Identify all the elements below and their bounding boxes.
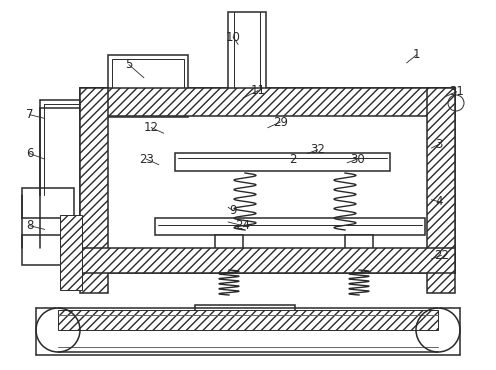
Text: 7: 7: [26, 108, 34, 121]
Text: 31: 31: [449, 85, 464, 98]
Text: 4: 4: [435, 195, 443, 208]
Bar: [155, 218, 425, 235]
Bar: [108, 55, 188, 117]
Bar: [80, 88, 108, 293]
Bar: [228, 12, 266, 90]
Text: 23: 23: [139, 152, 154, 166]
Bar: [80, 88, 455, 116]
Bar: [345, 235, 373, 270]
Text: 22: 22: [434, 249, 449, 262]
Bar: [80, 88, 455, 273]
Text: 2: 2: [289, 152, 297, 166]
Text: 11: 11: [250, 84, 265, 97]
Bar: [80, 248, 455, 273]
Bar: [22, 235, 74, 265]
Text: 29: 29: [273, 115, 288, 129]
Text: 30: 30: [350, 152, 365, 166]
Text: 3: 3: [435, 138, 442, 151]
Text: 9: 9: [229, 204, 237, 218]
Text: 1: 1: [413, 48, 421, 61]
Text: 8: 8: [26, 219, 33, 232]
Text: 10: 10: [226, 30, 241, 44]
Text: 12: 12: [144, 121, 159, 134]
Text: 24: 24: [236, 219, 250, 232]
Bar: [175, 153, 390, 171]
Bar: [60, 215, 82, 290]
Text: 6: 6: [26, 147, 34, 160]
Text: 5: 5: [125, 58, 132, 71]
Bar: [215, 235, 243, 270]
Text: 32: 32: [310, 143, 325, 157]
Bar: [58, 310, 438, 330]
Bar: [427, 88, 455, 293]
Bar: [195, 305, 295, 319]
Bar: [22, 188, 74, 218]
Bar: [112, 59, 184, 113]
